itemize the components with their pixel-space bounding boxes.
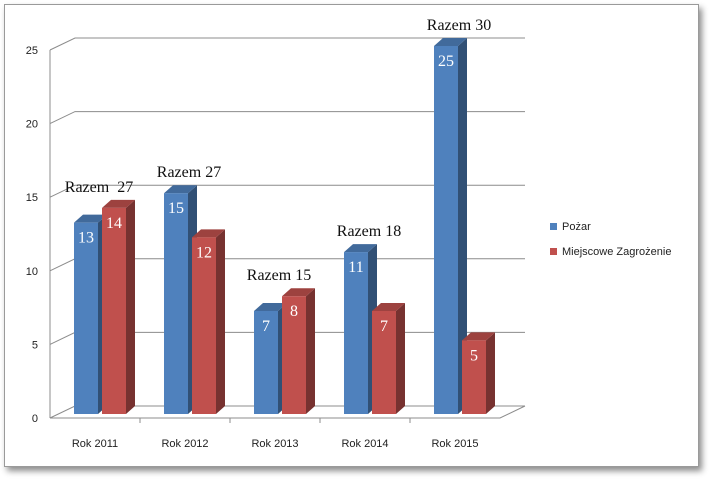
y-tick-label: 10 [26,266,38,278]
legend-swatch [550,248,557,255]
x-tick-label: Rok 2011 [72,438,118,450]
legend-label: Miejscowe Zagrożenie [562,246,671,258]
bar-top-pozar [164,185,197,194]
bar-top-pozar [74,214,107,223]
data-label: 15 [168,200,184,217]
gridline [49,111,525,125]
bar-zagrozenie [282,296,306,414]
bar-side-zagrozenie [216,229,225,414]
total-label: Razem 27 [65,179,133,196]
gridline [49,37,525,51]
x-tick-label: Rok 2015 [431,438,478,450]
data-label: 7 [262,318,270,335]
x-tick-label: Rok 2012 [161,438,208,450]
x-tick-label: Rok 2013 [251,438,298,450]
bar-top-zagrozenie [462,332,495,341]
y-tick-label: 5 [32,339,38,351]
y-tick-label: 20 [26,119,38,131]
bar-top-pozar [434,38,467,46]
bar-pozar [254,310,278,414]
data-label: 25 [438,53,454,70]
bar-side-zagrozenie [396,302,405,414]
y-tick-label: 15 [26,192,38,204]
legend-swatch [550,223,557,230]
bar-top-zagrozenie [282,288,315,297]
data-label: 12 [196,244,212,261]
y-tick-label: 0 [32,413,38,425]
bar-side-zagrozenie [306,288,315,414]
data-label: 11 [348,259,363,276]
bar-top-pozar [254,302,287,311]
data-label: 7 [380,318,388,335]
bar-top-pozar [344,244,377,253]
bar-pozar [344,252,368,414]
bar-pozar [164,193,188,414]
bar-side-zagrozenie [126,199,135,414]
data-label: 8 [290,303,298,320]
bar-pozar [434,46,458,414]
data-label: 14 [106,215,122,232]
x-tick-label: Rok 2014 [341,438,388,450]
data-label: 5 [470,347,478,364]
y-tick-label: 25 [26,45,38,57]
bar-zagrozenie [102,207,126,414]
bar-top-zagrozenie [192,229,225,238]
bar-side-pozar [458,38,467,414]
bar-zagrozenie [462,340,486,414]
total-label: Razem 27 [157,164,221,181]
total-label: Razem 30 [427,17,491,34]
legend-label: Pożar [562,221,591,233]
bar-pozar [74,222,98,414]
bar-zagrozenie [372,310,396,414]
data-label: 13 [78,230,94,247]
total-label: Razem 18 [337,223,401,240]
x-axis [50,405,526,419]
bar-top-zagrozenie [102,199,135,208]
bar-side-zagrozenie [486,332,495,414]
gridline [49,184,525,198]
total-label: Razem 15 [247,267,311,284]
bar-zagrozenie [192,237,216,414]
bar-top-zagrozenie [372,302,405,311]
